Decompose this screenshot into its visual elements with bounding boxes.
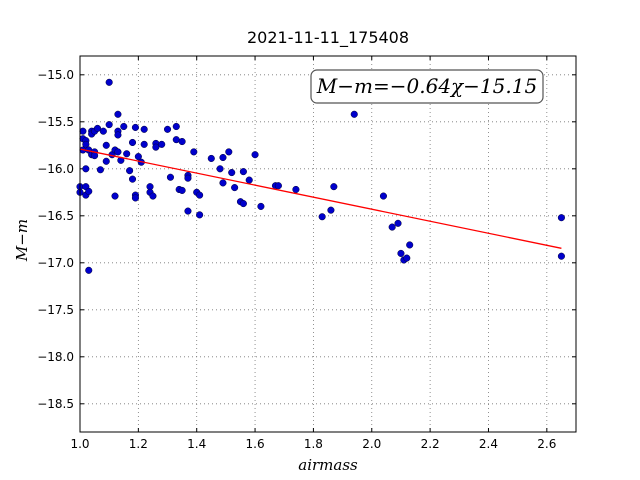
- data-point: [245, 176, 253, 184]
- data-point: [216, 165, 224, 173]
- data-point: [93, 124, 102, 132]
- x-axis-label: airmass: [298, 456, 358, 474]
- data-point: [114, 131, 122, 139]
- data-point: [140, 125, 148, 133]
- data-point: [152, 143, 160, 151]
- data-point: [85, 187, 93, 195]
- data-point: [557, 252, 565, 260]
- data-point: [403, 254, 411, 262]
- data-point: [149, 192, 157, 200]
- data-point: [123, 150, 131, 158]
- annotation-box: [310, 69, 544, 104]
- data-point: [251, 151, 259, 159]
- data-point: [184, 207, 192, 215]
- y-tick-label: −15.0: [37, 68, 74, 82]
- data-point: [330, 183, 338, 191]
- data-point: [126, 167, 134, 175]
- data-point: [394, 219, 402, 227]
- data-point: [91, 152, 99, 160]
- y-tick-labels: −15.0 −15.5 −16.0 −16.5 −17.0 −17.5 −18.0 −18.5: [37, 68, 74, 411]
- data-point: [178, 186, 186, 194]
- data-point: [225, 148, 233, 156]
- y-tick-label: −16.5: [37, 209, 74, 223]
- data-point: [140, 140, 148, 148]
- data-point: [190, 148, 198, 156]
- data-point: [172, 122, 180, 131]
- y-axis-label: M−m: [13, 219, 31, 262]
- data-point: [131, 123, 139, 131]
- data-point: [219, 153, 227, 162]
- data-point: [350, 110, 358, 118]
- x-tick-label: 2.2: [421, 437, 440, 451]
- data-point: [219, 179, 227, 187]
- data-point: [105, 78, 113, 86]
- y-tick-label: −17.5: [37, 303, 74, 317]
- data-point: [184, 174, 192, 182]
- data-point: [105, 121, 113, 129]
- data-point: [327, 206, 335, 214]
- data-point: [557, 214, 565, 222]
- data-point: [166, 173, 174, 181]
- data-point: [207, 154, 215, 163]
- data-point: [134, 153, 142, 161]
- data-point: [239, 200, 247, 208]
- y-tick-label: −18.0: [37, 350, 74, 364]
- data-point: [114, 110, 122, 118]
- data-point: [239, 168, 247, 176]
- data-point: [82, 165, 90, 173]
- data-point: [128, 175, 137, 183]
- data-point: [120, 122, 128, 131]
- data-point: [102, 157, 110, 165]
- x-tick-label: 2.6: [537, 437, 556, 451]
- x-tick-labels: 1.0 1.2 1.4 1.6 1.8 2.0 2.2 2.4 2.6: [70, 437, 556, 451]
- data-point: [178, 137, 186, 146]
- y-tick-label: −17.0: [37, 256, 74, 270]
- plot-frame: [79, 55, 577, 433]
- x-tick-label: 1.6: [246, 437, 265, 451]
- y-tick-label: −18.5: [37, 397, 74, 411]
- data-point: [172, 136, 180, 144]
- chart-title: 2021-11-11_175408: [247, 28, 409, 48]
- axis-ticks: [79, 56, 576, 432]
- data-point: [196, 191, 204, 199]
- data-point: [96, 166, 104, 174]
- x-tick-label: 1.0: [70, 437, 89, 451]
- data-point: [85, 266, 93, 274]
- data-point: [379, 192, 387, 200]
- y-tick-label: −16.0: [37, 162, 74, 176]
- x-tick-label: 2.4: [479, 437, 498, 451]
- data-point: [292, 185, 300, 194]
- data-point: [102, 141, 110, 149]
- data-point: [131, 194, 139, 202]
- data-point: [196, 211, 204, 219]
- data-point: [397, 249, 405, 257]
- data-point: [406, 241, 414, 249]
- data-point: [388, 223, 396, 231]
- data-point: [228, 169, 236, 177]
- data-point: [99, 127, 107, 135]
- data-point: [274, 182, 282, 190]
- data-point: [128, 138, 137, 147]
- data-point: [231, 184, 239, 192]
- data-point: [82, 140, 90, 148]
- x-tick-label: 2.0: [362, 437, 381, 451]
- data-point: [318, 213, 326, 221]
- data-point: [257, 202, 265, 210]
- fit-annotation: M−m=−0.64χ−15.15: [310, 69, 544, 104]
- fit-line: [79, 148, 562, 249]
- x-tick-label: 1.4: [187, 437, 206, 451]
- x-tick-label: 1.8: [304, 437, 323, 451]
- fit-equation: M−m=−0.64χ−15.15: [316, 74, 537, 98]
- data-point: [79, 127, 87, 135]
- data-points: [76, 78, 565, 274]
- y-tick-label: −15.5: [37, 115, 74, 129]
- x-tick-label: 1.2: [129, 437, 148, 451]
- data-point: [114, 148, 122, 156]
- data-point: [111, 192, 119, 200]
- data-point: [158, 140, 166, 148]
- data-point: [163, 125, 172, 133]
